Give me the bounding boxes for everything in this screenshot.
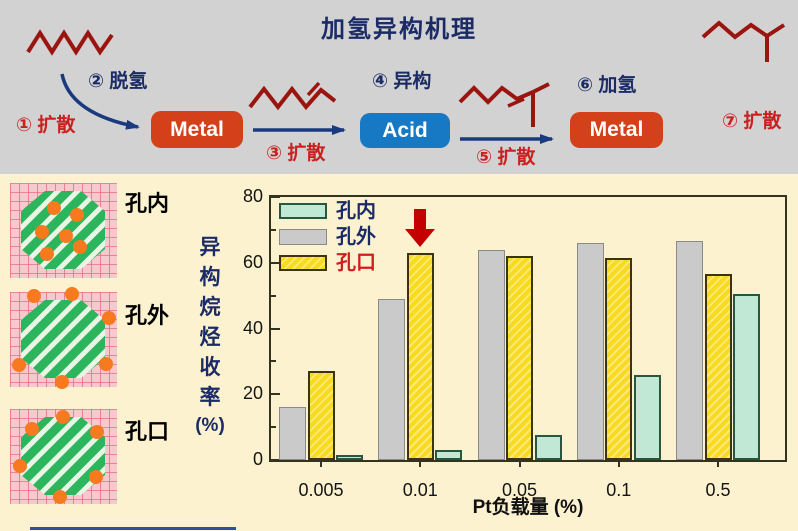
y-major-tick [271,459,280,461]
pore-outside-diagram [10,287,117,389]
bar-孔内-0.5 [733,293,760,460]
alkene-double-bond [306,81,321,97]
legend-item-孔内: 孔内 [279,200,376,222]
y-tick-label: 60 [242,251,263,272]
y-axis-title-char: 烷 [199,296,221,319]
x-tick [717,462,719,467]
y-axis-title-char: 烃 [199,326,221,349]
pore-outside-label: 孔外 [125,303,170,328]
y-axis-title-char: 率 [199,386,221,409]
y-axis-title-char: 异 [199,236,221,259]
y-tick-label: 0 [252,449,263,469]
step-4-isomerization: ④ 异构 [372,71,432,92]
chart-legend: 孔内 孔外 孔口 [279,200,376,274]
step-2-dehydrogenation: ② 脱氢 [88,71,148,92]
step-7-diffusion: ⑦ 扩散 [722,111,782,132]
bar-孔内-0.005 [336,455,363,460]
acid-site-box: Acid [360,113,450,148]
bar-孔内-0.1 [633,374,661,460]
branched-alkene-double-bond [507,97,525,108]
x-tick-label: 0.005 [298,480,344,500]
x-tick [320,462,322,467]
mechanism-graphics [26,20,786,144]
y-axis-title: 异构烷烃收率 (%) [188,233,232,439]
step-5-diffusion: ⑤ 扩散 [476,147,536,168]
bar-孔内-0.01 [435,450,463,460]
pore-mouth-label: 孔口 [125,419,170,444]
iso-alkane-molecule [701,20,769,40]
y-major-tick [271,327,280,330]
bar-孔外-0.01 [378,298,406,460]
metal-particles-inside [35,201,87,261]
legend-swatch [279,229,327,245]
bar-孔口-0.005 [307,371,335,460]
y-axis-title-char: 收 [199,356,221,379]
alkene-molecule [248,85,337,111]
y-tick-label: 20 [242,383,263,404]
legend-item-孔外: 孔外 [279,226,376,248]
n-alkane-molecule [26,29,114,56]
y-minor-tick [271,294,276,297]
x-tick-label: 0.5 [705,480,731,500]
legend-label: 孔口 [336,252,376,274]
bar-孔内-0.05 [534,435,562,460]
bar-孔外-0.5 [676,241,703,460]
y-axis-title-unit: (%) [195,415,225,436]
metal-site-box-1: Metal [151,111,243,148]
step-1-diffusion: ① 扩散 [16,115,76,136]
y-minor-tick [271,360,276,363]
x-tick-label: 0.1 [606,480,632,500]
y-major-tick [271,196,280,198]
y-axis-title-char: 构 [199,266,221,289]
step-3-diffusion: ③ 扩散 [266,143,326,164]
y-minor-tick [271,228,276,231]
y-tick-label: 80 [242,186,263,206]
bar-孔外-0.1 [576,243,604,460]
x-tick-label: 0.05 [501,480,538,500]
x-axis-title: Pt负载量 (%) [472,497,584,518]
results-panel: 孔内 孔外 孔口 异构烷烃收率 (%) 孔内 孔外 孔口 [0,174,798,531]
zeolite-crystal [21,417,105,495]
pore-mouth-diagram [10,409,117,504]
mechanism-panel: 加氢异构机理 [0,0,798,174]
x-tick [419,462,422,467]
diffusion-curved-arrow [60,73,140,130]
y-major-tick [271,261,280,264]
bar-孔外-0.05 [477,249,505,460]
y-major-tick [271,393,280,396]
zeolite-crystal [21,300,105,378]
x-tick [617,462,620,467]
y-tick-label: 40 [242,317,263,338]
bar-孔口-0.1 [605,257,633,460]
bar-孔外-0.005 [279,407,306,460]
branched-alkene-arm [532,82,550,94]
branched-alkene-molecule [458,85,534,105]
y-minor-tick [271,426,276,429]
x-tick [518,462,521,467]
metal-particles-pore-mouth [13,410,104,504]
x-tick-label: 0.01 [402,480,438,500]
step-6-hydrogenation: ⑥ 加氢 [577,75,637,96]
bar-孔口-0.01 [406,252,434,460]
legend-label: 孔内 [336,200,376,222]
legend-swatch [279,203,327,219]
legend-label: 孔外 [336,226,376,248]
bar-孔口-0.05 [506,256,533,460]
legend-item-孔口: 孔口 [279,252,376,274]
annotation-down-arrow [405,208,436,247]
pore-inside-diagram [10,183,117,278]
bar-chart: 孔内孔外孔口 Pt负载量 (%) 0 20 40 60 80 0.005 0.01 0.05 0… [235,183,798,531]
metal-particles-outside [12,287,116,389]
slide-accent-line [30,527,236,530]
plot-area: 孔内 孔外 孔口 [269,195,787,462]
page-title: 加氢异构机理 [321,16,477,43]
bar-孔口-0.5 [704,274,732,460]
pore-inside-label: 孔内 [125,191,170,216]
iso-alkane-arm [765,23,786,38]
legend-swatch [279,255,327,271]
metal-site-box-2: Metal [570,112,663,148]
